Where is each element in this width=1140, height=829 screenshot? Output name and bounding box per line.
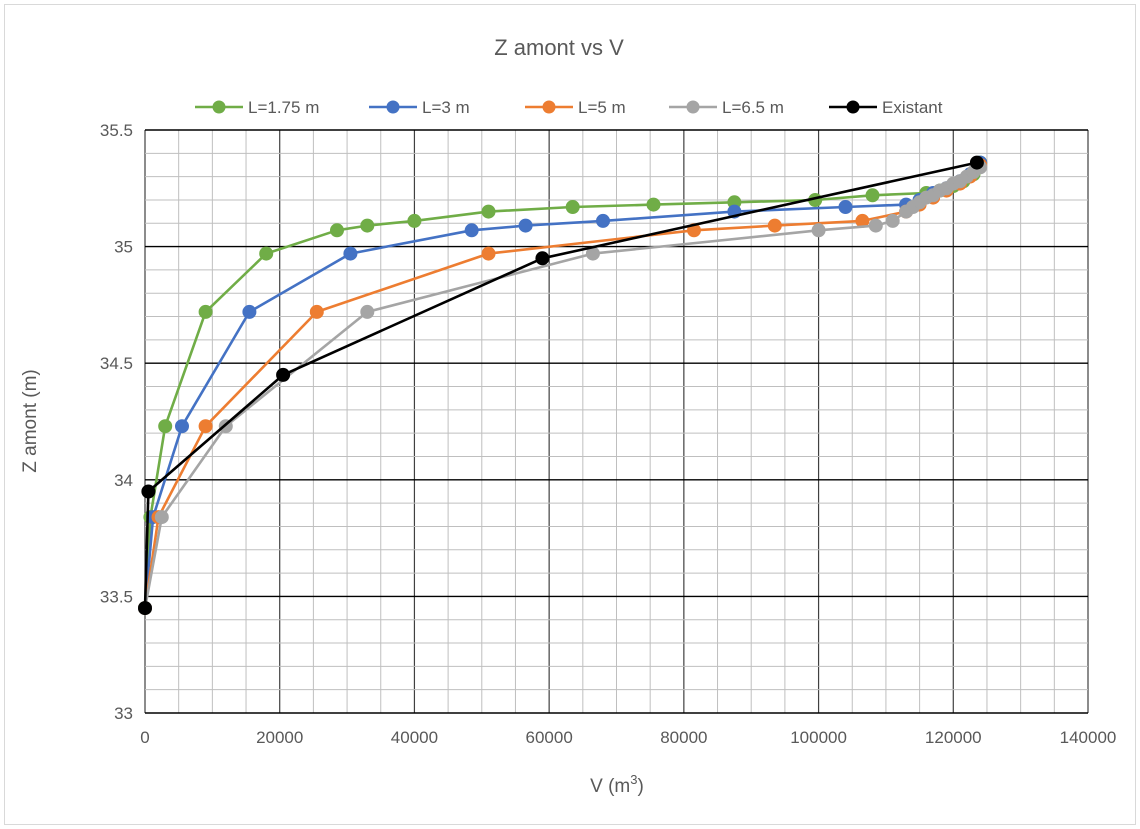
legend-item-existant: Existant xyxy=(829,98,943,117)
data-point-l-1-75-m xyxy=(481,204,496,219)
x-tick-label: 0 xyxy=(140,728,149,747)
x-tick-label: 140000 xyxy=(1060,728,1117,747)
x-axis-title-superscript: 3 xyxy=(630,772,637,787)
data-point-l-5-m xyxy=(198,419,213,434)
data-point-l-3-m xyxy=(518,218,533,233)
data-point-l-1-75-m xyxy=(407,213,422,228)
legend-label: L=6.5 m xyxy=(722,98,784,117)
y-tick-label: 35.5 xyxy=(100,121,133,140)
legend-item-l-3-m: L=3 m xyxy=(369,98,470,117)
legend-item-l-5-m: L=5 m xyxy=(525,98,626,117)
legend-label: L=1.75 m xyxy=(248,98,319,117)
x-tick-label: 100000 xyxy=(790,728,847,747)
data-point-l-6-5-m xyxy=(154,510,169,525)
y-tick-label: 33 xyxy=(114,704,133,723)
series-layer xyxy=(138,155,988,616)
x-tick-label: 60000 xyxy=(526,728,573,747)
data-point-existant xyxy=(141,484,156,499)
data-point-existant xyxy=(535,251,550,266)
legend-marker xyxy=(542,100,556,114)
data-point-l-5-m xyxy=(309,304,324,319)
data-point-l-1-75-m xyxy=(865,188,880,203)
x-tick-label: 20000 xyxy=(256,728,303,747)
data-point-l-6-5-m xyxy=(885,213,900,228)
legend-label: Existant xyxy=(882,98,943,117)
y-axis-title: Z amont (m) xyxy=(20,369,41,472)
data-point-l-3-m xyxy=(596,213,610,228)
x-tick-label: 80000 xyxy=(660,728,707,747)
y-tick-label: 33.5 xyxy=(100,587,133,606)
x-tick-label: 40000 xyxy=(391,728,438,747)
legend-item-l-6-5-m: L=6.5 m xyxy=(669,98,784,117)
x-axis-title-main: V (m xyxy=(590,776,630,797)
legend-marker xyxy=(212,100,226,114)
chart-title: Z amont vs V xyxy=(494,35,624,60)
data-point-l-3-m xyxy=(175,419,189,434)
legend-marker xyxy=(846,100,860,114)
y-tick-label: 34 xyxy=(114,471,133,490)
data-point-l-1-75-m xyxy=(360,218,375,233)
data-point-l-3-m xyxy=(838,200,853,214)
legend-marker xyxy=(386,100,400,114)
data-point-existant xyxy=(969,155,984,170)
legend-item-l-1-75-m: L=1.75 m xyxy=(195,98,319,117)
y-tick-label: 34.5 xyxy=(100,354,133,373)
data-point-l-1-75-m xyxy=(259,246,274,261)
x-axis-title-end: ) xyxy=(638,776,644,797)
data-point-l-3-m xyxy=(464,223,479,238)
legend-label: L=3 m xyxy=(422,98,470,117)
data-point-l-5-m xyxy=(481,246,496,261)
data-point-l-6-5-m xyxy=(868,218,883,233)
data-point-existant xyxy=(138,601,152,616)
data-point-l-6-5-m xyxy=(811,223,826,238)
data-point-l-5-m xyxy=(767,218,782,233)
series-l-6-5-m xyxy=(138,160,988,616)
y-tick-label: 35 xyxy=(114,238,133,257)
data-point-existant xyxy=(276,367,291,382)
data-point-l-1-75-m xyxy=(330,223,344,238)
y-tick-labels: 33 33.5 34 34.5 35 35.5 xyxy=(100,121,133,723)
data-point-l-1-75-m xyxy=(198,304,213,319)
legend-label: L=5 m xyxy=(578,98,626,117)
chart-frame xyxy=(4,4,1136,825)
data-point-l-1-75-m xyxy=(646,197,661,212)
data-point-l-3-m xyxy=(242,304,257,319)
data-point-l-6-5-m xyxy=(360,304,375,319)
series-existant xyxy=(138,155,984,616)
x-tick-label: 120000 xyxy=(925,728,982,747)
x-axis-title: V (m3) xyxy=(590,772,644,797)
legend: L=1.75 m L=3 m L=5 m L=6.5 m Existant xyxy=(195,98,943,117)
data-point-l-1-75-m xyxy=(565,200,580,214)
x-tick-labels: 0 20000 40000 60000 80000 100000 120000 140000 xyxy=(140,728,1116,747)
data-point-l-3-m xyxy=(343,246,358,261)
grid xyxy=(144,129,1089,714)
legend-marker xyxy=(686,100,700,114)
data-point-l-1-75-m xyxy=(158,419,173,434)
